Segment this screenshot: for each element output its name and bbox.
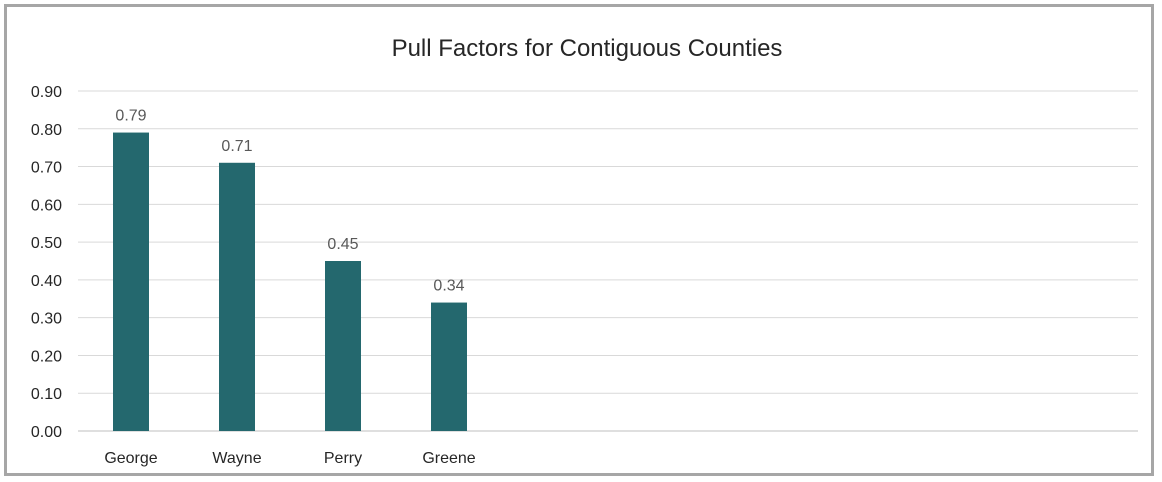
bar-perry (325, 261, 361, 431)
x-tick-label: George (104, 450, 157, 467)
data-label: 0.34 (433, 278, 464, 295)
chart-title: Pull Factors for Contiguous Counties (392, 35, 783, 62)
y-axis-ticks: 0.00 0.10 0.20 0.30 0.40 0.50 0.60 0.70 0.80 0.90 (31, 84, 62, 441)
bar-wayne (219, 162, 255, 431)
y-tick-label: 0.90 (31, 84, 62, 101)
y-tick-label: 0.70 (31, 160, 62, 177)
bar-george (113, 132, 149, 432)
bars (113, 132, 467, 432)
x-tick-label: Perry (324, 450, 362, 467)
bar-greene (431, 302, 467, 431)
x-axis-ticks: George Wayne Perry Greene (104, 450, 475, 467)
y-tick-label: 0.20 (31, 348, 62, 365)
y-tick-label: 0.10 (31, 386, 62, 403)
data-labels: 0.79 0.71 0.45 0.34 (115, 108, 464, 295)
y-tick-label: 0.30 (31, 311, 62, 328)
y-tick-label: 0.40 (31, 273, 62, 290)
y-tick-label: 0.50 (31, 235, 62, 252)
x-tick-label: Greene (422, 450, 475, 467)
chart-frame (4, 4, 1154, 476)
data-label: 0.79 (115, 108, 146, 125)
y-tick-label: 0.60 (31, 197, 62, 214)
y-tick-label: 0.80 (31, 122, 62, 139)
data-label: 0.45 (327, 236, 358, 253)
y-tick-label: 0.00 (31, 424, 62, 441)
data-label: 0.71 (221, 138, 252, 155)
x-tick-label: Wayne (212, 450, 261, 467)
